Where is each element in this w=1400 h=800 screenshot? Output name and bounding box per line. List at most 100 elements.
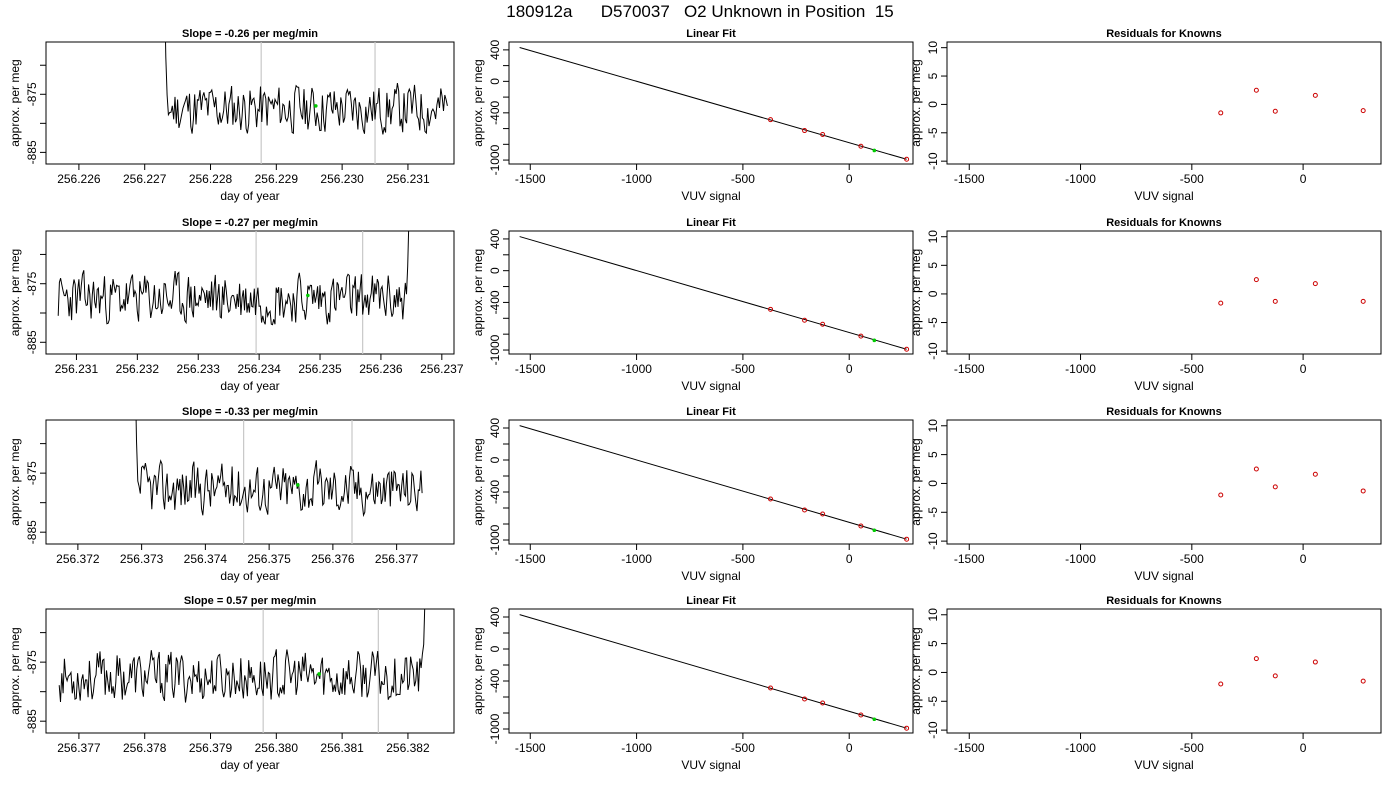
- residual-point: [1360, 678, 1366, 684]
- residual-point: [1272, 673, 1278, 679]
- residual-point: [1312, 471, 1318, 477]
- x-tick-label: 256.234: [237, 362, 281, 376]
- known-point: [820, 131, 826, 137]
- y-tick-label: 0: [926, 290, 940, 297]
- x-tick-label: -1500: [954, 741, 985, 755]
- residual-point: [1253, 656, 1259, 662]
- x-tick-label: 256.231: [55, 362, 99, 376]
- panel-3-2: Linear Fit VUV signal approx. per meg -1500…: [471, 406, 914, 583]
- x-tick-label: -500: [1180, 172, 1204, 186]
- plot-frame: [508, 230, 914, 355]
- x-tick-label: -1000: [621, 362, 652, 376]
- y-tick-label: 5: [926, 640, 940, 647]
- x-tick-label: 256.230: [320, 172, 364, 186]
- panel-title: Residuals for Knowns: [1106, 406, 1222, 418]
- plot-frame: [508, 419, 914, 545]
- x-tick-label: -1500: [954, 362, 985, 376]
- residual-point: [1312, 92, 1318, 98]
- x-tick-label: 256.376: [311, 552, 355, 566]
- residual-point: [1218, 110, 1224, 116]
- x-tick-label: -1000: [1065, 552, 1096, 566]
- y-tick-label: 0: [926, 101, 940, 108]
- plot-frame: [946, 419, 1382, 545]
- panel-title: Residuals for Knowns: [1106, 217, 1222, 229]
- residual-point: [1312, 281, 1318, 287]
- y-axis-label: approx. per meg: [909, 627, 923, 714]
- panel-title: Residuals for Knowns: [1106, 28, 1222, 40]
- known-point: [904, 346, 910, 352]
- y-tick-label: -400: [488, 669, 502, 693]
- residual-point: [1360, 298, 1366, 304]
- residual-point: [1272, 298, 1278, 304]
- y-axis-label: approx. per meg: [909, 438, 923, 525]
- x-tick-label: 0: [1300, 552, 1307, 566]
- panel-title: Linear Fit: [686, 406, 736, 418]
- y-tick-label: 0: [488, 456, 502, 463]
- panel-title: Slope = -0.33 per meg/min: [182, 406, 318, 418]
- y-tick-label: 5: [926, 262, 940, 269]
- x-tick-label: 256.374: [184, 552, 228, 566]
- signal-trace: [57, 231, 410, 326]
- x-tick-label: 256.227: [123, 172, 167, 186]
- known-point: [858, 143, 864, 149]
- x-tick-label: 0: [846, 172, 853, 186]
- x-tick-label: -1500: [954, 172, 985, 186]
- panel-title: Linear Fit: [686, 28, 736, 40]
- fit-line: [519, 236, 907, 350]
- panel-4-3: Residuals for Knowns VUV signal approx. pe…: [909, 595, 1382, 772]
- x-tick-label: -500: [731, 172, 755, 186]
- known-point: [904, 156, 910, 162]
- x-tick-label: 256.373: [120, 552, 164, 566]
- x-tick-label: 0: [846, 552, 853, 566]
- y-tick-label: -400: [488, 480, 502, 504]
- y-tick-label: 400: [488, 229, 502, 249]
- x-tick-label: 256.235: [298, 362, 342, 376]
- y-axis-label: approx. per meg: [8, 627, 22, 714]
- y-tick-label: -875: [25, 271, 39, 295]
- residual-point: [1272, 484, 1278, 490]
- y-tick-label: -885: [25, 140, 39, 164]
- y-axis-label: approx. per meg: [8, 438, 22, 525]
- y-tick-label: -885: [25, 709, 39, 733]
- y-tick-label: -10: [926, 342, 940, 360]
- panel-1-2: Linear Fit VUV signal approx. per meg -1500…: [471, 28, 914, 203]
- panel-1-1: Slope = -0.26 per meg/min day of year appr…: [8, 28, 455, 203]
- y-tick-label: 10: [926, 419, 940, 433]
- x-tick-label: -500: [731, 552, 755, 566]
- unknown-point: [872, 338, 877, 343]
- unknown-marker: [314, 104, 318, 108]
- x-axis-label: VUV signal: [1134, 569, 1193, 583]
- panel-title: Slope = -0.26 per meg/min: [182, 28, 318, 40]
- y-axis-label: approx. per meg: [909, 59, 923, 146]
- x-axis-label: day of year: [220, 569, 279, 583]
- x-axis-label: VUV signal: [681, 758, 740, 772]
- x-tick-label: -500: [731, 362, 755, 376]
- panel-2-1: Slope = -0.27 per meg/min day of year appr…: [8, 217, 464, 393]
- known-point: [858, 712, 864, 718]
- plot-frame: [946, 608, 1382, 734]
- plot-frame: [508, 608, 914, 734]
- x-tick-label: 256.232: [116, 362, 160, 376]
- panel-1-3: Residuals for Knowns VUV signal approx. pe…: [909, 28, 1382, 203]
- x-tick-label: 0: [1300, 172, 1307, 186]
- y-tick-label: -5: [926, 317, 940, 328]
- x-tick-label: 256.378: [123, 741, 167, 755]
- x-tick-label: -500: [1180, 362, 1204, 376]
- y-tick-label: 0: [488, 267, 502, 274]
- x-tick-label: -1500: [954, 552, 985, 566]
- y-tick-label: -5: [926, 127, 940, 138]
- y-tick-label: -1000: [488, 713, 502, 744]
- residual-point: [1360, 488, 1366, 494]
- unknown-marker: [296, 483, 300, 487]
- signal-trace: [165, 42, 448, 135]
- known-point: [904, 725, 910, 731]
- known-point: [802, 128, 808, 134]
- known-point: [768, 685, 774, 691]
- y-axis-label: approx. per meg: [8, 59, 22, 146]
- y-axis-label: approx. per meg: [471, 249, 485, 336]
- x-tick-label: -500: [1180, 552, 1204, 566]
- y-tick-label: 0: [926, 480, 940, 487]
- known-point: [802, 696, 808, 702]
- x-tick-label: -1000: [621, 552, 652, 566]
- y-tick-label: -885: [25, 330, 39, 354]
